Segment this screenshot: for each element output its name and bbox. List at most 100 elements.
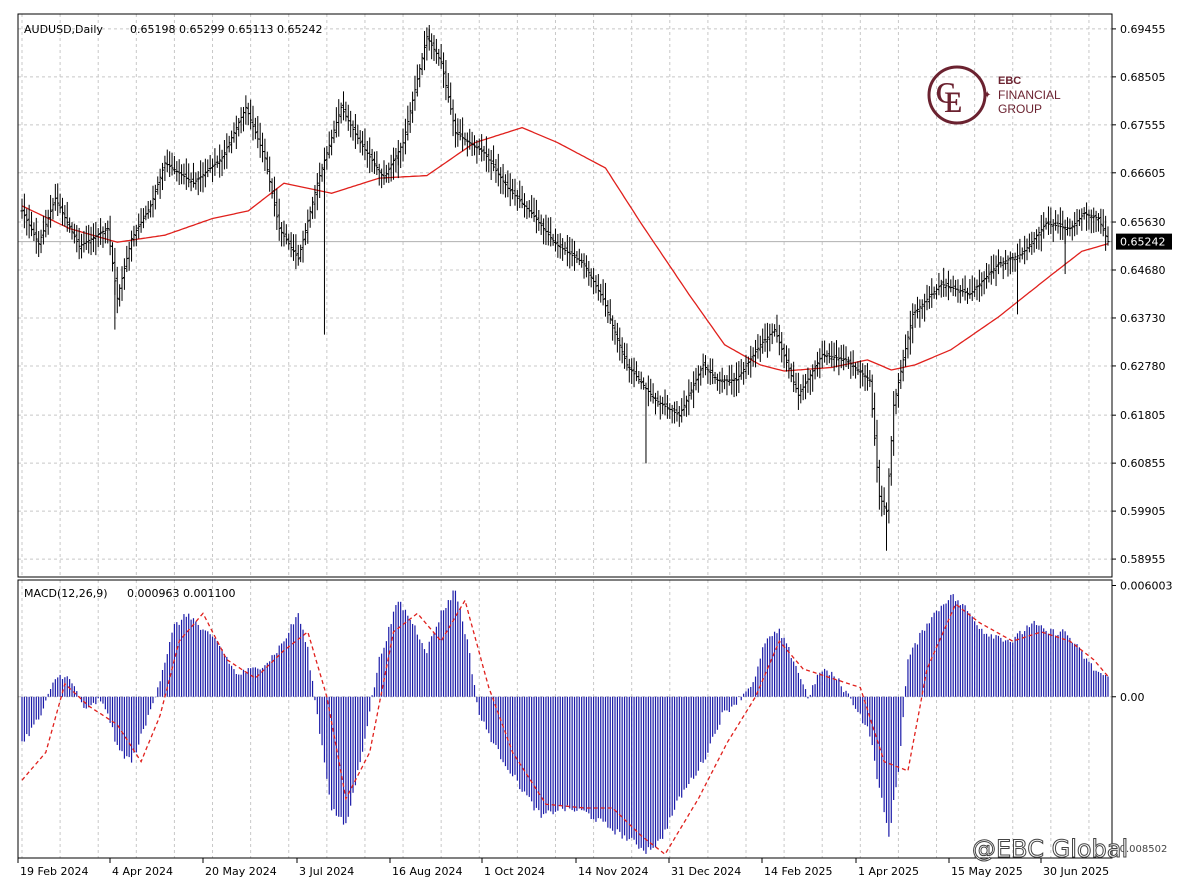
price-bar: [901, 349, 905, 382]
price-bar: [118, 284, 122, 307]
price-bar: [127, 241, 131, 271]
price-bar: [337, 99, 341, 137]
price-bar: [537, 209, 541, 231]
price-bar: [806, 367, 810, 393]
price-bar: [1049, 207, 1053, 235]
price-bar: [358, 130, 362, 153]
price-bar: [849, 351, 853, 379]
price-bar: [270, 178, 274, 199]
price-bar: [513, 178, 517, 206]
price-bar: [904, 334, 908, 367]
price-bar: [784, 345, 788, 372]
moving-average-layer: [21, 126, 1109, 372]
price-bar: [556, 233, 560, 258]
logo-line-3: GROUP: [998, 102, 1042, 116]
price-bar: [818, 348, 822, 379]
price-bar: [68, 217, 72, 233]
price-bar: [303, 223, 307, 246]
price-bar: [839, 344, 843, 369]
price-bar: [713, 371, 717, 384]
price-bar: [58, 193, 62, 214]
price-bar: [596, 274, 600, 301]
price-bar: [115, 266, 119, 314]
price-bar: [237, 117, 241, 137]
price-bar: [184, 158, 188, 190]
price-bar: [787, 348, 791, 379]
price-bar: [987, 264, 991, 283]
price-bar: [330, 129, 334, 156]
price-bar: [449, 82, 453, 115]
price-bar: [213, 148, 217, 176]
price-bar: [222, 140, 226, 170]
price-bar: [758, 335, 762, 362]
price-bar: [939, 279, 943, 298]
price-bar: [877, 459, 881, 510]
price-bar: [584, 255, 588, 278]
price-bar: [956, 279, 960, 303]
price-bar: [34, 217, 38, 254]
price-bar: [353, 113, 357, 149]
price-bar: [399, 142, 403, 169]
price-axis: 0.69455 0.68505 0.67555 0.66605 0.65630 0.646…: [1112, 23, 1166, 566]
price-bar: [308, 206, 312, 228]
price-bar: [618, 327, 622, 361]
price-bar: [963, 275, 967, 301]
price-bar: [325, 146, 329, 170]
price-bar: [306, 209, 310, 244]
price-bar: [244, 95, 248, 125]
price-bar: [982, 271, 986, 295]
price-tick-label: 0.65630: [1120, 216, 1166, 229]
price-bar: [458, 119, 462, 141]
price-bar: [577, 248, 581, 266]
price-bar: [518, 180, 522, 209]
price-bar: [1104, 215, 1108, 251]
price-bar: [44, 209, 48, 238]
price-bar: [389, 154, 393, 182]
price-bar: [318, 162, 322, 199]
price-bar: [911, 303, 915, 344]
price-bar: [218, 144, 222, 178]
price-bar: [1094, 210, 1098, 233]
price-bar: [623, 342, 627, 369]
price-bar: [263, 138, 267, 172]
price-tick-label: 0.63730: [1120, 312, 1166, 325]
price-bar: [506, 170, 510, 198]
price-bar: [1089, 209, 1093, 234]
price-bar: [599, 283, 603, 303]
price-bar: [1032, 232, 1036, 253]
price-bar: [792, 361, 796, 393]
price-bar: [168, 151, 172, 177]
price-bar: [744, 354, 748, 380]
price-tick-label: 0.66605: [1120, 167, 1166, 180]
moving-average-line: [21, 126, 1109, 372]
price-bar: [258, 122, 262, 158]
price-bar: [1037, 226, 1041, 250]
price-bar: [923, 293, 927, 322]
price-bar: [22, 193, 26, 229]
ebc-logo: ₠ ✦ EBC FINANCIAL GROUP: [927, 65, 1061, 125]
price-bar: [882, 487, 886, 515]
instrument-label: AUDUSD,Daily: [24, 23, 103, 36]
price-bar: [408, 102, 412, 133]
price-bar: [356, 124, 360, 145]
price-bar: [239, 107, 243, 134]
price-bar: [99, 218, 103, 245]
price-bar: [225, 133, 229, 169]
price-bar: [996, 249, 1000, 275]
price-bar: [961, 278, 965, 297]
price-bar: [553, 228, 557, 252]
price-bar: [406, 105, 410, 141]
price-bar: [101, 226, 105, 248]
logo-line-2: FINANCIAL: [998, 88, 1061, 102]
chart-frames: [17, 13, 1113, 859]
price-bar: [613, 319, 617, 345]
price-bar: [96, 228, 100, 248]
price-bar: [39, 229, 43, 254]
price-bar: [25, 208, 29, 236]
price-bar: [525, 201, 529, 220]
price-bar: [1001, 257, 1005, 280]
price-bar: [946, 270, 950, 301]
price-bar: [1044, 217, 1048, 230]
